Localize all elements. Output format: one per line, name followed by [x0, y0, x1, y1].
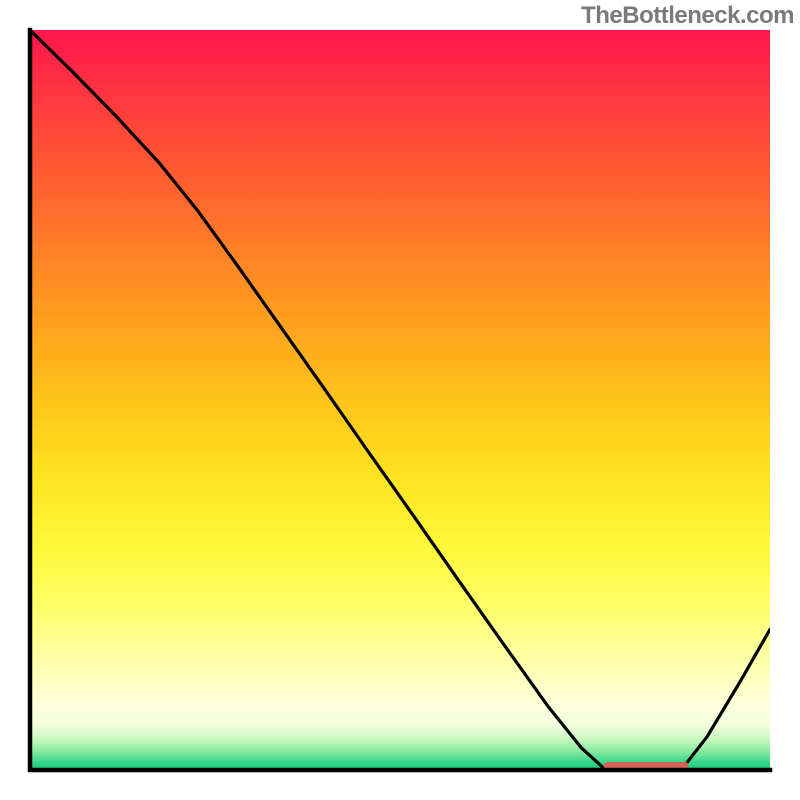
chart-svg [0, 0, 800, 800]
plot-area [30, 30, 770, 770]
watermark-text: TheBottleneck.com [581, 2, 794, 30]
